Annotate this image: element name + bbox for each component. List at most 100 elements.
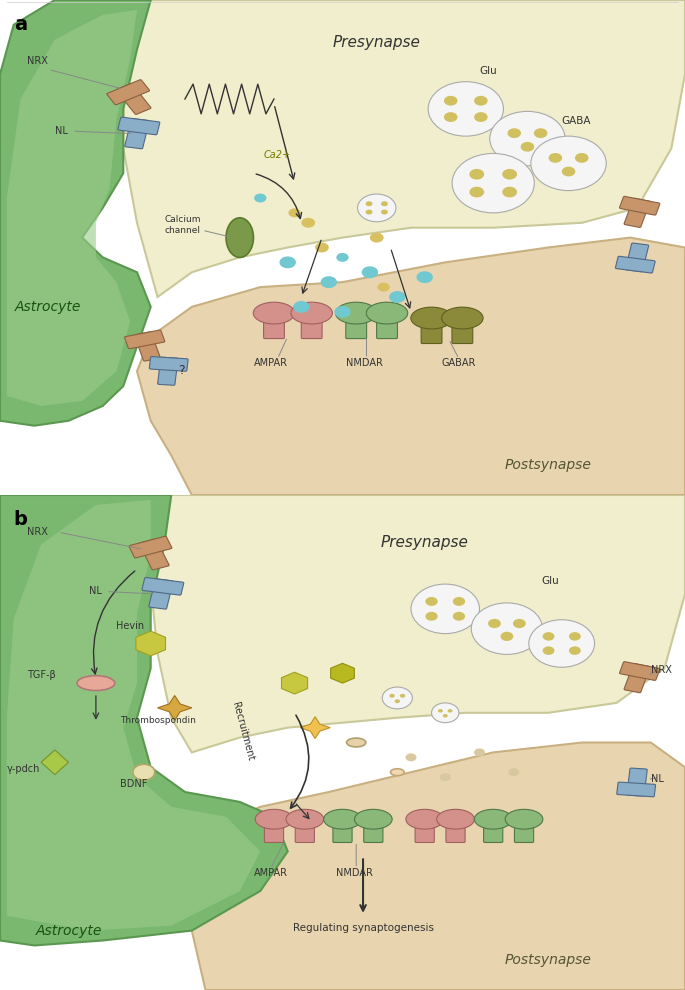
- Text: Ca2+: Ca2+: [264, 150, 291, 160]
- Ellipse shape: [291, 302, 332, 324]
- FancyBboxPatch shape: [264, 816, 284, 842]
- Circle shape: [411, 584, 480, 634]
- Circle shape: [513, 619, 526, 628]
- Circle shape: [452, 153, 534, 213]
- Ellipse shape: [505, 810, 543, 830]
- FancyBboxPatch shape: [346, 309, 366, 339]
- FancyBboxPatch shape: [295, 816, 314, 842]
- Circle shape: [575, 153, 588, 162]
- Circle shape: [406, 753, 416, 761]
- Circle shape: [488, 619, 501, 628]
- Ellipse shape: [133, 764, 155, 780]
- FancyBboxPatch shape: [125, 119, 149, 148]
- FancyBboxPatch shape: [619, 661, 660, 680]
- FancyBboxPatch shape: [624, 663, 650, 693]
- FancyBboxPatch shape: [142, 577, 184, 595]
- Circle shape: [502, 187, 517, 197]
- Text: GABA: GABA: [562, 116, 591, 126]
- Text: GABAR: GABAR: [442, 358, 476, 368]
- Text: Recruitment: Recruitment: [231, 701, 256, 762]
- Polygon shape: [123, 0, 685, 297]
- Polygon shape: [0, 0, 151, 426]
- Circle shape: [569, 646, 581, 655]
- Text: Calcium
channel: Calcium channel: [164, 215, 201, 235]
- Circle shape: [370, 233, 384, 243]
- Text: Postsynapse: Postsynapse: [505, 458, 591, 472]
- Polygon shape: [137, 238, 685, 495]
- FancyBboxPatch shape: [264, 309, 284, 339]
- Circle shape: [474, 96, 488, 106]
- FancyBboxPatch shape: [129, 537, 172, 558]
- Ellipse shape: [411, 307, 452, 329]
- Circle shape: [543, 632, 554, 641]
- Text: Glu: Glu: [541, 576, 559, 586]
- Circle shape: [395, 699, 400, 703]
- Circle shape: [293, 301, 310, 313]
- FancyBboxPatch shape: [139, 539, 169, 570]
- Polygon shape: [331, 663, 354, 683]
- Circle shape: [471, 603, 543, 654]
- Circle shape: [447, 709, 453, 713]
- Circle shape: [508, 129, 521, 138]
- FancyBboxPatch shape: [377, 309, 397, 339]
- Ellipse shape: [253, 302, 295, 324]
- Text: b: b: [14, 510, 27, 529]
- Ellipse shape: [255, 810, 292, 830]
- Circle shape: [453, 597, 465, 606]
- Circle shape: [358, 194, 396, 222]
- Circle shape: [362, 266, 378, 278]
- Polygon shape: [0, 495, 288, 945]
- Circle shape: [381, 201, 388, 206]
- Circle shape: [254, 194, 266, 203]
- FancyBboxPatch shape: [301, 309, 322, 339]
- Text: Regulating synaptogenesis: Regulating synaptogenesis: [292, 923, 434, 933]
- Text: NL: NL: [89, 586, 102, 596]
- FancyBboxPatch shape: [118, 117, 160, 135]
- Circle shape: [469, 169, 484, 179]
- Text: Hevin: Hevin: [116, 621, 145, 631]
- FancyBboxPatch shape: [333, 816, 352, 842]
- Circle shape: [428, 81, 503, 136]
- Ellipse shape: [442, 307, 483, 329]
- Text: NMDAR: NMDAR: [346, 358, 383, 368]
- Circle shape: [490, 112, 565, 166]
- Circle shape: [315, 243, 329, 252]
- Circle shape: [366, 201, 373, 206]
- Ellipse shape: [437, 810, 474, 830]
- Ellipse shape: [347, 739, 366, 746]
- FancyBboxPatch shape: [446, 816, 465, 842]
- Circle shape: [366, 210, 373, 215]
- FancyBboxPatch shape: [625, 244, 649, 271]
- Circle shape: [336, 252, 349, 262]
- Polygon shape: [41, 750, 68, 774]
- Text: Glu: Glu: [479, 66, 497, 76]
- Text: Presynapse: Presynapse: [333, 35, 421, 50]
- Text: NL: NL: [55, 126, 68, 136]
- Text: Thrombospondin: Thrombospondin: [120, 716, 196, 725]
- Circle shape: [425, 612, 438, 621]
- Text: a: a: [14, 15, 27, 34]
- Ellipse shape: [355, 810, 392, 830]
- Text: NRX: NRX: [651, 665, 671, 675]
- FancyBboxPatch shape: [149, 579, 173, 609]
- Circle shape: [301, 218, 315, 228]
- Text: γ-pdch: γ-pdch: [7, 764, 40, 774]
- Circle shape: [549, 153, 562, 162]
- Circle shape: [569, 632, 581, 641]
- Text: AMPAR: AMPAR: [253, 868, 288, 878]
- Text: NMDAR: NMDAR: [336, 868, 373, 878]
- Ellipse shape: [77, 675, 115, 691]
- Circle shape: [416, 271, 433, 283]
- Polygon shape: [7, 10, 137, 406]
- Circle shape: [529, 620, 595, 667]
- FancyBboxPatch shape: [107, 80, 149, 105]
- Circle shape: [531, 136, 606, 190]
- FancyBboxPatch shape: [158, 357, 178, 385]
- Polygon shape: [282, 672, 308, 694]
- Circle shape: [389, 694, 395, 698]
- Polygon shape: [185, 742, 685, 990]
- FancyBboxPatch shape: [421, 315, 442, 344]
- Circle shape: [321, 276, 337, 288]
- Text: BDNF: BDNF: [120, 779, 147, 789]
- FancyBboxPatch shape: [484, 816, 503, 842]
